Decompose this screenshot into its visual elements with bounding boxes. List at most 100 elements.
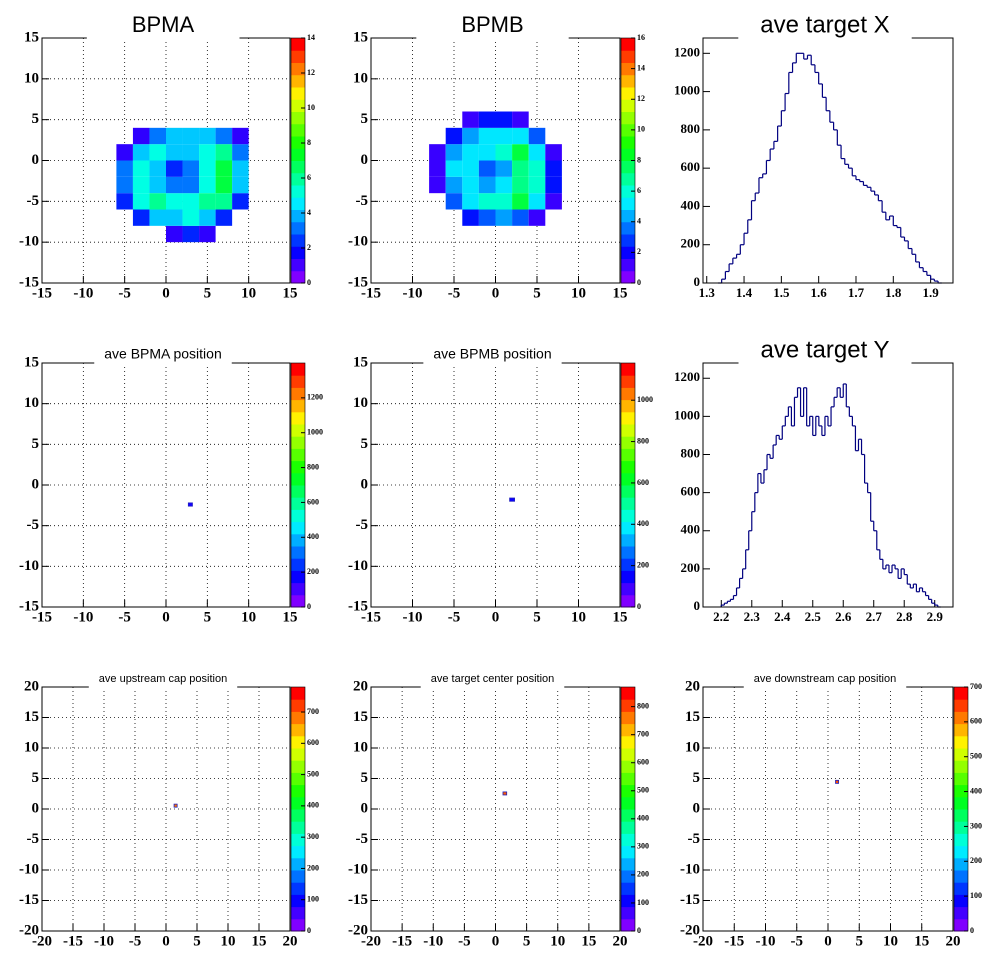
x-tick-label: -20 [32,933,52,949]
colorbar-segment [621,375,635,388]
x-tick-label: 2.8 [896,609,913,624]
z-tick-label: 600 [307,497,319,506]
x-tick-label: -20 [693,933,713,949]
heatmap-cell [149,160,166,177]
y-tick-label: -20 [19,922,39,938]
y-tick-label: -10 [19,558,39,574]
chart-title: BPMA [132,12,195,37]
heatmap-cell [462,209,479,226]
colorbar-segment [621,111,635,125]
heatmap-cell [445,176,463,194]
heatmap-cell [149,127,166,145]
x-tick-label: 15 [613,285,628,301]
x-tick-label: 5 [533,609,541,625]
colorbar-segment [621,594,635,608]
title-box [423,333,562,364]
heatmap-cell [429,176,446,194]
heatmap-cell [182,160,200,177]
colorbar-segment [621,460,635,474]
colorbar-segment [291,209,305,223]
heatmap-cell [232,193,249,210]
y-tick-label: -15 [348,598,368,614]
z-tick-label: 200 [970,856,982,865]
heatmap-cell [478,144,496,161]
colorbar-segment [621,687,635,700]
heatmap-cell [512,127,529,145]
colorbar-segment [291,497,305,510]
z-tick-label: 0 [307,602,311,611]
x-tick-label: 10 [550,933,565,949]
heatmap-cell [495,144,513,161]
y-tick-label: -10 [348,861,368,877]
x-tick-label: 0 [492,933,500,949]
x-tick-label: 15 [283,609,298,625]
colorbar-segment [621,38,635,51]
heatmap-cell [166,209,183,226]
title-box [88,657,238,688]
heatmap-cell [478,193,496,210]
heatmap-cell [462,160,479,177]
colorbar-segment [621,246,635,259]
x-tick-label: 15 [252,933,267,949]
heatmap-cell [445,193,463,210]
colorbar-segment [621,918,635,932]
colorbar-segment [621,509,635,523]
colorbar-segment [291,699,305,712]
y-tick-label: 0 [361,476,369,492]
x-tick-label: 0 [492,285,500,301]
y-tick-label: -5 [27,517,40,533]
heatmap-cell [429,160,446,177]
heatmap-cell [835,779,840,784]
colorbar-segment [291,375,305,388]
colorbar-segment [291,521,305,535]
heatmap-cell [462,111,479,128]
x-tick-label: 10 [883,933,898,949]
y-tick-label: 5 [361,770,369,786]
z-tick-label: 0 [637,602,641,611]
z-tick-label: 1000 [637,395,653,404]
heatmap-cell [512,176,529,194]
z-tick-label: 10 [637,125,645,134]
x-tick-label: 1.7 [848,285,865,300]
heatmap-cell [445,127,463,145]
z-tick-label: 16 [637,33,645,42]
panel: 2.2 2.3 2.4 2.5 2.6 2.7 2.8 2.9 0 200 400 600 800 100… [674,333,954,624]
colorbar-segment [621,172,635,186]
heatmap-cell [232,160,249,177]
y-tick-label: 10 [353,70,368,86]
heatmap-cell [166,144,183,161]
colorbar-segment [954,760,968,773]
colorbar-segment [291,387,305,401]
colorbar-segment [291,533,305,547]
x-tick-label: 1.5 [773,285,790,300]
heatmap-cell [149,176,166,194]
z-tick-label: 700 [637,730,649,739]
colorbar-segment [291,570,305,584]
colorbar-frame [620,686,636,932]
y-tick-label: 1000 [674,407,700,422]
heatmap-cell [495,209,513,226]
colorbar-segment [621,185,635,198]
colorbar-segment [954,918,968,932]
heatmap-cell [429,144,446,161]
x-tick-label: 10 [241,609,256,625]
colorbar-segment [621,906,635,920]
y-tick-label: 10 [353,395,368,411]
z-tick-label: 800 [637,436,649,445]
title-box [743,657,907,688]
y-tick-label: -10 [348,558,368,574]
colorbar-segment [621,148,635,161]
heatmap-cell [199,176,216,194]
colorbar-segment [291,485,305,498]
z-tick-label: 2 [637,247,641,256]
heatmap-cell [132,160,150,177]
heatmap-cell [528,209,546,226]
y-tick-label: 600 [681,484,701,499]
x-tick-label: 2.6 [835,609,852,624]
heatmap-cell [502,791,508,796]
heatmap-cell [232,144,249,161]
heatmap-cell [132,209,150,226]
colorbar-segment [954,796,968,810]
z-tick-label: 200 [307,863,319,872]
colorbar-segment [291,270,305,284]
